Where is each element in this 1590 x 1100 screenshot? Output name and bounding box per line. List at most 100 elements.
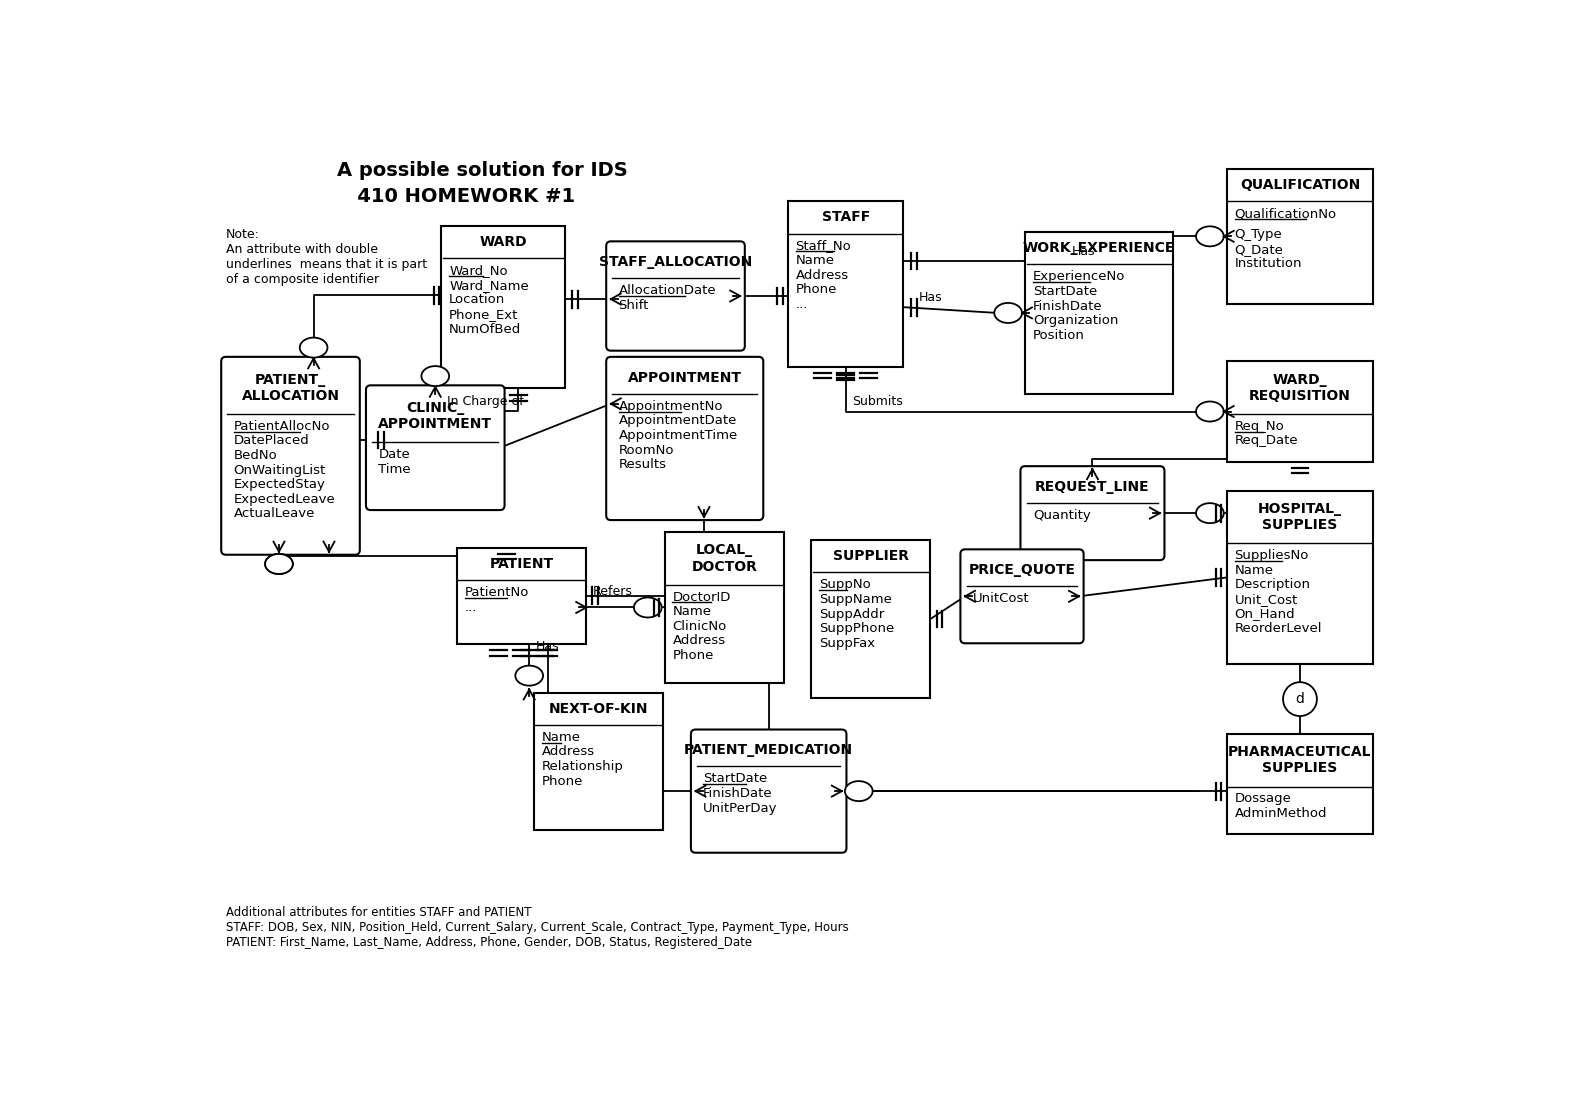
Bar [456,548,587,643]
Text: ExperienceNo: ExperienceNo [1034,271,1126,284]
Ellipse shape [1196,227,1224,246]
Text: Institution: Institution [1234,257,1302,271]
Text: Phone: Phone [673,649,714,662]
Text: Additional attributes for entities STAFF and PATIENT
STAFF: DOB, Sex, NIN, Posit: Additional attributes for entities STAFF… [226,906,849,949]
Text: NumOfBed: NumOfBed [448,322,522,335]
Bar [534,693,663,829]
Bar [1227,362,1374,462]
Text: UnitPerDay: UnitPerDay [703,802,778,815]
Text: ...: ... [795,298,808,311]
Text: HOSPITAL_
SUPPLIES: HOSPITAL_ SUPPLIES [1258,502,1342,532]
Circle shape [1283,682,1317,716]
FancyBboxPatch shape [221,356,359,554]
Text: APPOINTMENT: APPOINTMENT [628,371,743,385]
FancyBboxPatch shape [366,385,504,510]
Text: Quantity: Quantity [1034,509,1091,522]
Text: WORK_EXPERIENCE: WORK_EXPERIENCE [1022,241,1175,255]
Text: PatientAllocNo: PatientAllocNo [234,419,331,432]
Text: ActualLeave: ActualLeave [234,507,315,520]
FancyBboxPatch shape [606,241,744,351]
Ellipse shape [266,554,293,574]
Text: OnWaitingList: OnWaitingList [234,463,326,476]
Ellipse shape [301,338,328,358]
Text: SuppPhone: SuppPhone [819,623,894,635]
Text: PRICE_QUOTE: PRICE_QUOTE [968,563,1075,578]
Ellipse shape [421,366,448,386]
Text: RoomNo: RoomNo [619,443,674,456]
Text: Name: Name [542,730,580,744]
Ellipse shape [1196,402,1224,421]
Text: DoctorID: DoctorID [673,591,731,604]
Text: Relationship: Relationship [542,760,623,773]
Text: Name: Name [795,254,835,267]
Text: STAFF: STAFF [822,210,870,224]
Ellipse shape [266,554,293,574]
Text: PATIENT_
ALLOCATION: PATIENT_ ALLOCATION [242,373,340,403]
Bar [811,540,930,698]
Text: SuppliesNo: SuppliesNo [1234,549,1309,562]
Text: Description: Description [1234,579,1310,592]
Text: REQUEST_LINE: REQUEST_LINE [1035,480,1150,494]
Text: Address: Address [542,746,595,758]
Text: ReorderLevel: ReorderLevel [1234,623,1321,635]
Text: PHARMACEUTICAL
SUPPLIES: PHARMACEUTICAL SUPPLIES [1227,745,1372,776]
Text: AllocationDate: AllocationDate [619,284,716,297]
Text: CLINIC_
APPOINTMENT: CLINIC_ APPOINTMENT [378,402,493,431]
Ellipse shape [844,781,873,801]
Ellipse shape [634,597,661,617]
Text: Address: Address [673,635,725,648]
Text: FinishDate: FinishDate [1034,299,1102,312]
Ellipse shape [1196,503,1224,524]
Text: PATIENT_MEDICATION: PATIENT_MEDICATION [684,744,854,757]
Text: Ward_No: Ward_No [448,264,507,277]
Text: Name: Name [1234,563,1274,576]
Text: Refers: Refers [593,585,633,598]
Text: SuppFax: SuppFax [819,637,875,650]
Text: SuppNo: SuppNo [819,579,870,592]
Text: Q_Type: Q_Type [1234,228,1282,241]
Text: Ward_Name: Ward_Name [448,278,529,292]
Bar [1227,169,1374,304]
Text: ExpectedLeave: ExpectedLeave [234,493,335,506]
Ellipse shape [515,666,544,685]
Text: QUALIFICATION: QUALIFICATION [1240,178,1359,192]
Text: DatePlaced: DatePlaced [234,434,310,448]
Text: SuppAddr: SuppAddr [819,607,884,620]
Text: Q_Date: Q_Date [1234,242,1283,255]
Bar [1227,734,1374,834]
Text: Dossage: Dossage [1234,792,1291,805]
Text: ...: ... [464,601,477,614]
FancyBboxPatch shape [1021,466,1164,560]
Text: StartDate: StartDate [1034,285,1097,298]
Text: QualificationNo: QualificationNo [1234,207,1337,220]
Text: d: d [1296,692,1304,706]
Text: Name: Name [673,605,711,618]
Ellipse shape [994,302,1022,323]
Text: ClinicNo: ClinicNo [673,619,727,632]
Text: Time: Time [378,463,410,476]
Text: Has: Has [1072,245,1096,257]
Text: AdminMethod: AdminMethod [1234,807,1328,820]
Bar [665,532,784,682]
Text: NEXT-OF-KIN: NEXT-OF-KIN [549,702,649,716]
Text: FinishDate: FinishDate [703,786,773,800]
Text: ExpectedStay: ExpectedStay [234,478,326,492]
Text: On_Hand: On_Hand [1234,607,1296,620]
Text: Unit_Cost: Unit_Cost [1234,593,1297,606]
Text: WARD: WARD [479,235,526,249]
Text: Position: Position [1034,329,1084,342]
Text: LOCAL_
DOCTOR: LOCAL_ DOCTOR [692,543,757,574]
FancyBboxPatch shape [692,729,846,852]
Text: Results: Results [619,458,666,471]
Bar [442,226,564,387]
Text: Phone_Ext: Phone_Ext [448,308,518,321]
Text: Staff_No: Staff_No [795,240,851,253]
Text: 410 HOMEWORK #1: 410 HOMEWORK #1 [337,187,576,207]
Text: BedNo: BedNo [234,449,277,462]
Text: Location: Location [448,294,506,307]
Text: Date: Date [378,448,410,461]
Text: PatientNo: PatientNo [464,586,529,600]
Text: SUPPLIER: SUPPLIER [833,549,909,563]
Text: Note:
An attribute with double
underlines  means that it is part
of a composite : Note: An attribute with double underline… [226,229,428,286]
Text: PATIENT: PATIENT [490,557,553,571]
